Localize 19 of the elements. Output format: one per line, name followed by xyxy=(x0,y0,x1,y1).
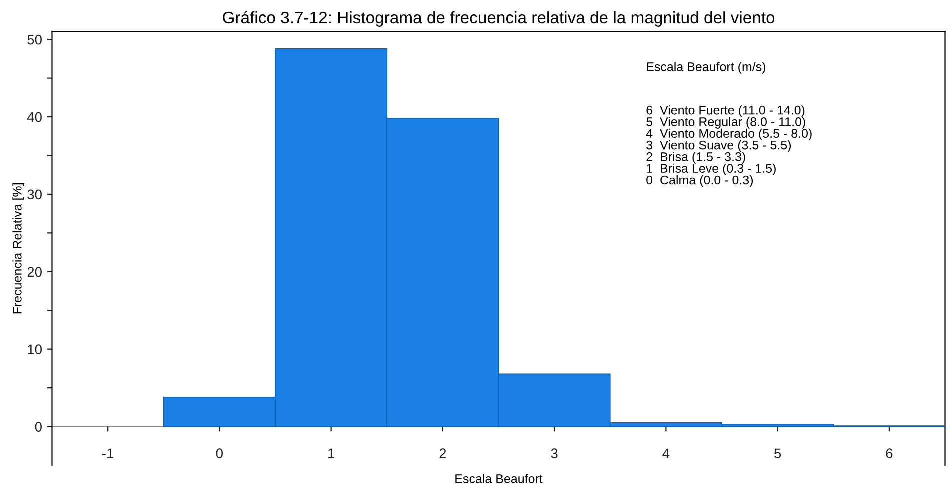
chart-title: Gráfico 3.7-12: Histograma de frecuencia relativa de la magnitud del viento xyxy=(223,11,775,27)
x-tick-label: 4 xyxy=(662,448,670,458)
x-tick-label: 5 xyxy=(774,448,782,459)
y-axis-title: Frecuencia Relativa [%] xyxy=(12,184,24,314)
y-tick-label: 20 xyxy=(28,267,42,278)
annotation: Escala Beaufort (m/s) xyxy=(647,62,766,74)
x-tick-label: 3 xyxy=(551,448,558,459)
y-tick-label: 30 xyxy=(28,190,42,200)
x-tick-label: -1 xyxy=(102,448,114,458)
x-tick-label: 1 xyxy=(328,448,334,458)
x-tick-label: 6 xyxy=(886,448,893,459)
x-tick-label: 2 xyxy=(440,448,446,458)
y-tick-label: 0 xyxy=(35,422,42,432)
x-tick-label: 0 xyxy=(216,448,224,459)
y-tick-label: 10 xyxy=(28,344,42,355)
y-tick-label: 50 xyxy=(28,34,42,45)
annotation: 6 Viento Fuerte (11.0 - 14.0) 5 Viento Regular (8.0 - 11.0) 4 Viento Moderado (5.5 - 8.0) 3 Viento Suave (3.5 - 5.5) 2 Brisa (1.5 - 3.3) 1 Brisa Leve (0.3 - 1.5) 0 Calma (0.0 - 0.3) xyxy=(646,106,812,188)
x-axis-title: Escala Beaufort xyxy=(456,474,543,484)
y-tick-label: 40 xyxy=(27,112,42,122)
